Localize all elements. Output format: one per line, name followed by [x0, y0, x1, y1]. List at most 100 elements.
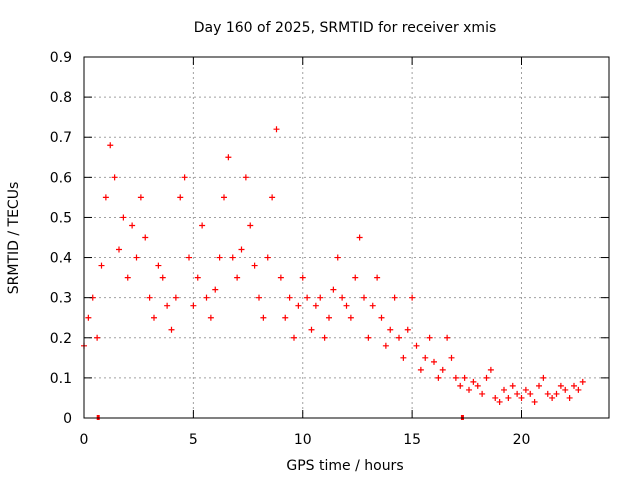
x-tick-label: 15: [403, 432, 421, 448]
data-point: [391, 294, 398, 301]
data-point: [186, 254, 192, 261]
data-point: [295, 302, 302, 309]
data-point: [378, 314, 385, 321]
data-point: [238, 246, 245, 253]
data-point: [94, 334, 101, 341]
plot-frame: [83, 56, 610, 419]
data-point: [85, 314, 92, 321]
data-point: [426, 334, 433, 341]
data-point: [273, 126, 280, 133]
data-point: [527, 390, 534, 397]
data-point: [514, 390, 521, 397]
data-point: [361, 294, 367, 301]
data-point: [326, 314, 332, 321]
data-point: [247, 222, 254, 229]
data-point: [417, 366, 424, 373]
data-point: [234, 274, 241, 281]
data-point: [199, 222, 206, 229]
data-point: [518, 394, 525, 401]
data-point: [260, 314, 267, 321]
data-point: [111, 174, 118, 181]
data-point: [102, 194, 109, 201]
data-point: [181, 174, 188, 181]
data-point: [168, 326, 175, 333]
data-point: [492, 394, 499, 401]
data-point: [540, 374, 547, 381]
data-point: [374, 274, 381, 281]
data-point: [317, 294, 324, 301]
data-point: [159, 274, 166, 281]
data-point: [382, 342, 389, 349]
data-point: [562, 386, 569, 393]
data-point: [164, 302, 171, 309]
data-point: [129, 222, 136, 229]
data-point: [330, 286, 337, 293]
data-point: [190, 302, 197, 309]
data-point: [304, 294, 311, 301]
data-point: [155, 262, 162, 269]
data-point: [225, 154, 232, 161]
data-point: [452, 374, 459, 381]
data-point: [531, 398, 538, 405]
data-point: [571, 382, 577, 389]
data-point: [277, 274, 284, 281]
y-tick-label: 0.2: [50, 331, 72, 347]
data-point: [291, 334, 297, 341]
data-point: [216, 254, 223, 261]
data-point: [264, 254, 271, 261]
data-point: [466, 386, 472, 393]
data-point: [172, 294, 179, 301]
data-point: [409, 294, 416, 301]
data-point: [221, 194, 227, 201]
data-point: [146, 294, 153, 301]
data-point: [347, 314, 354, 321]
data-point: [124, 274, 131, 281]
data-point: [269, 194, 276, 201]
data-point: [194, 274, 201, 281]
data-point: [413, 342, 420, 349]
x-tick-label: 10: [294, 432, 312, 448]
data-point: [282, 314, 289, 321]
data-point: [177, 194, 184, 201]
x-tick-label: 20: [513, 432, 531, 448]
data-point: [120, 214, 127, 221]
data-point: [439, 366, 446, 373]
data-point: [312, 302, 319, 309]
data-point: [496, 398, 503, 405]
y-tick-label: 0.4: [50, 251, 72, 267]
y-tick-label: 0.3: [50, 291, 72, 307]
data-point: [501, 386, 507, 393]
data-point: [522, 386, 529, 393]
data-point: [369, 302, 376, 309]
data-point: [444, 334, 451, 341]
data-point: [339, 294, 346, 301]
y-tick-label: 0.6: [50, 170, 72, 186]
chart-title: Day 160 of 2025, SRMTID for receiver xmi…: [194, 20, 497, 36]
y-axis-ticks: 0 0.1 0.2 0.3 0.4 0.5 0.6 0.7 0.8 0.9: [50, 50, 609, 427]
data-point: [505, 394, 512, 401]
data-point: [457, 382, 464, 389]
data-point: [133, 254, 140, 261]
data-points: [81, 126, 586, 405]
data-point: [544, 390, 551, 397]
data-point: [435, 374, 442, 381]
data-point: [553, 390, 560, 397]
data-point: [396, 334, 402, 341]
x-axis-label: GPS time / hours: [286, 458, 403, 474]
y-axis-label: SRMTID / TECUs: [6, 182, 22, 295]
data-point: [470, 378, 477, 385]
data-point: [151, 314, 157, 321]
x-tick-label: 5: [189, 432, 198, 448]
y-tick-label: 0.9: [50, 50, 72, 66]
y-tick-label: 0.1: [50, 371, 72, 387]
data-point: [557, 382, 564, 389]
data-point: [448, 354, 455, 361]
data-point: [575, 386, 582, 393]
data-point: [308, 326, 315, 333]
data-point: [356, 234, 363, 241]
data-point: [422, 354, 429, 361]
data-point: [251, 262, 258, 269]
data-point: [203, 294, 210, 301]
data-point: [212, 286, 219, 293]
